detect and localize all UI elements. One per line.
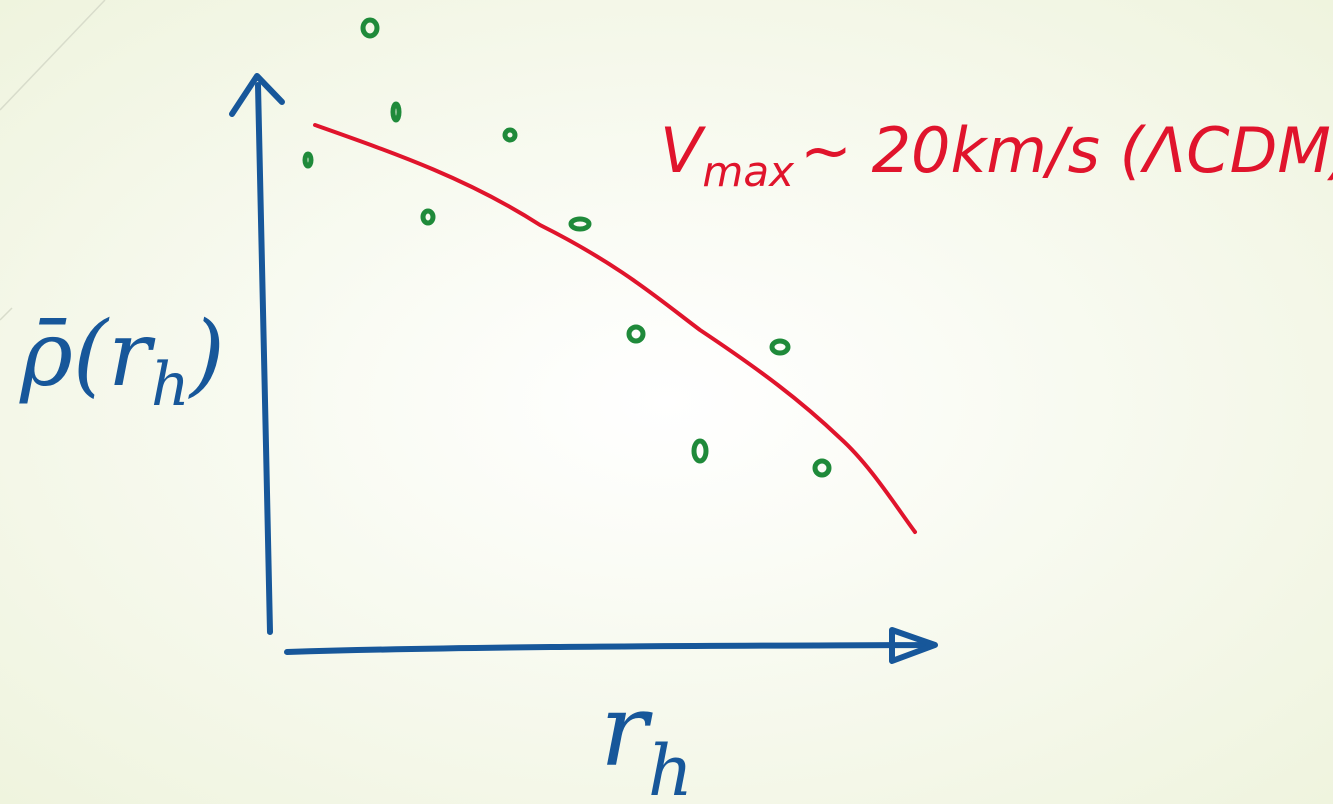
annotation-main: V — [660, 114, 707, 187]
point — [502, 127, 518, 143]
x-axis — [284, 642, 933, 655]
annotation-rest: ~ 20km/s (ΛCDM) — [800, 114, 1333, 187]
point — [769, 338, 791, 356]
point — [360, 17, 380, 39]
annotation-sub: max — [702, 147, 795, 196]
point — [626, 324, 646, 344]
y-label-main: ρ̄(r — [19, 302, 156, 407]
point — [812, 458, 832, 478]
y-label-sub: h — [151, 350, 190, 420]
y-label-close: ) — [188, 302, 225, 407]
point — [390, 101, 402, 123]
y-axis — [255, 82, 273, 635]
x-label-sub: h — [648, 730, 693, 804]
annotation: Vmax~ 20km/s (ΛCDM) — [660, 114, 1333, 196]
x-label-main: r — [600, 672, 653, 789]
points — [302, 17, 832, 478]
y-axis-arrow — [229, 73, 285, 117]
point — [691, 438, 709, 464]
point — [568, 216, 592, 232]
trend-curve — [313, 123, 917, 534]
point — [302, 151, 314, 169]
y-axis-label: ρ̄(rh) — [19, 302, 225, 420]
x-axis-arrow — [889, 627, 938, 664]
x-axis-label: rh — [600, 672, 693, 804]
point — [420, 208, 436, 226]
decor-line — [0, 0, 106, 321]
